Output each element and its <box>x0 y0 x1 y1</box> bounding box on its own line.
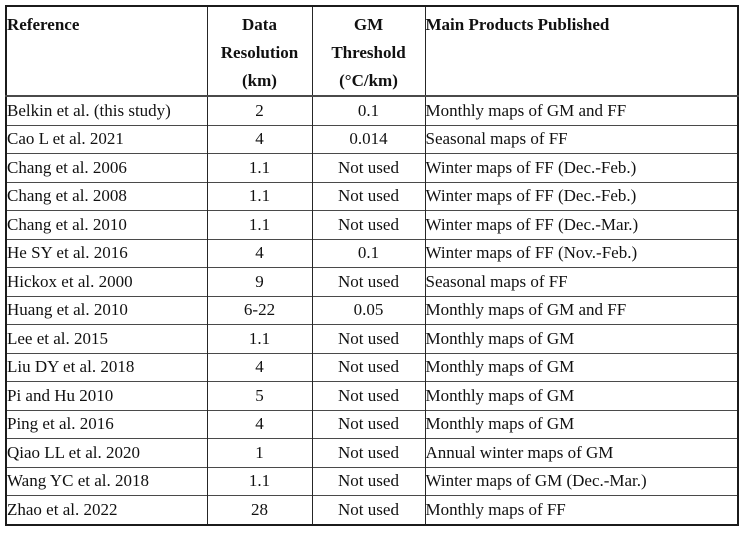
cell-main-products: Monthly maps of GM <box>424 409 739 439</box>
cell-gm-threshold: Not used <box>311 466 426 496</box>
cell-gm-threshold: Not used <box>311 267 426 296</box>
table-row: He SY et al. 2016 4 0.1 Winter maps of F… <box>5 238 739 268</box>
table-row: Wang YC et al. 2018 1.1 Not used Winter … <box>5 466 739 496</box>
header-data-resolution-line1: Data <box>242 15 277 34</box>
header-main-products-label: Main Products Published <box>425 15 610 34</box>
cell-gm-threshold: Not used <box>311 210 426 239</box>
cell-reference: Chang et al. 2010 <box>5 210 208 239</box>
cell-gm-threshold: Not used <box>311 409 426 439</box>
cell-data-resolution: 1.1 <box>206 210 313 239</box>
cell-main-products: Seasonal maps of FF <box>424 124 739 154</box>
cell-gm-threshold: 0.05 <box>311 295 426 325</box>
cell-reference: Belkin et al. (this study) <box>5 96 208 125</box>
cell-gm-threshold: Not used <box>311 324 426 353</box>
cell-reference: Liu DY et al. 2018 <box>5 352 208 382</box>
cell-data-resolution: 5 <box>206 381 313 410</box>
header-gm-threshold-line2: Threshold <box>331 43 406 62</box>
table-row: Zhao et al. 2022 28 Not used Monthly map… <box>5 495 739 525</box>
cell-data-resolution: 1 <box>206 438 313 467</box>
cell-gm-threshold: Not used <box>311 153 426 182</box>
cell-data-resolution: 4 <box>206 124 313 154</box>
cell-reference: Huang et al. 2010 <box>5 295 208 325</box>
cell-gm-threshold: Not used <box>311 438 426 467</box>
cell-data-resolution: 1.1 <box>206 181 313 211</box>
table-row: Chang et al. 2010 1.1 Not used Winter ma… <box>5 210 739 239</box>
cell-reference: Pi and Hu 2010 <box>5 381 208 410</box>
cell-main-products: Winter maps of FF (Dec.-Feb.) <box>424 181 739 211</box>
cell-reference: Chang et al. 2008 <box>5 181 208 211</box>
cell-reference: Ping et al. 2016 <box>5 409 208 439</box>
table-body: Belkin et al. (this study) 2 0.1 Monthly… <box>5 96 739 525</box>
header-row: Reference Data Resolution (km) GM Thresh… <box>5 6 739 97</box>
cell-reference: Zhao et al. 2022 <box>5 495 208 525</box>
cell-main-products: Monthly maps of FF <box>424 495 739 525</box>
table-row: Pi and Hu 2010 5 Not used Monthly maps o… <box>5 381 739 410</box>
cell-gm-threshold: 0.1 <box>311 96 426 125</box>
cell-main-products: Winter maps of FF (Dec.-Feb.) <box>424 153 739 182</box>
cell-data-resolution: 4 <box>206 352 313 382</box>
header-gm-threshold-line3: (°C/km) <box>339 71 398 90</box>
cell-data-resolution: 1.1 <box>206 466 313 496</box>
table-row: Liu DY et al. 2018 4 Not used Monthly ma… <box>5 352 739 382</box>
table-row: Ping et al. 2016 4 Not used Monthly maps… <box>5 409 739 439</box>
cell-data-resolution: 2 <box>206 96 313 125</box>
cell-gm-threshold: Not used <box>311 352 426 382</box>
cell-reference: Chang et al. 2006 <box>5 153 208 182</box>
cell-gm-threshold: 0.1 <box>311 238 426 268</box>
cell-gm-threshold: Not used <box>311 181 426 211</box>
table-row: Chang et al. 2008 1.1 Not used Winter ma… <box>5 181 739 211</box>
cell-data-resolution: 28 <box>206 495 313 525</box>
cell-data-resolution: 1.1 <box>206 153 313 182</box>
header-reference-label: Reference <box>7 15 80 34</box>
cell-gm-threshold: 0.014 <box>311 124 426 154</box>
cell-gm-threshold: Not used <box>311 381 426 410</box>
header-gm-threshold-line1: GM <box>353 15 384 34</box>
header-reference: Reference <box>5 6 208 97</box>
cell-main-products: Winter maps of FF (Dec.-Mar.) <box>424 210 739 239</box>
cell-main-products: Seasonal maps of FF <box>424 267 739 296</box>
header-data-resolution-line3: (km) <box>242 71 277 90</box>
table-row: Hickox et al. 2000 9 Not used Seasonal m… <box>5 267 739 296</box>
cell-reference: Cao L et al. 2021 <box>5 124 208 154</box>
cell-data-resolution: 4 <box>206 409 313 439</box>
cell-reference: Qiao LL et al. 2020 <box>5 438 208 467</box>
table-row: Qiao LL et al. 2020 1 Not used Annual wi… <box>5 438 739 467</box>
header-main-products: Main Products Published <box>424 6 739 97</box>
cell-data-resolution: 6-22 <box>206 295 313 325</box>
cell-data-resolution: 1.1 <box>206 324 313 353</box>
cell-main-products: Monthly maps of GM <box>424 381 739 410</box>
cell-reference: Wang YC et al. 2018 <box>5 466 208 496</box>
cell-main-products: Winter maps of GM (Dec.-Mar.) <box>424 466 739 496</box>
header-gm-threshold: GM Threshold (°C/km) <box>311 6 426 97</box>
cell-main-products: Annual winter maps of GM <box>424 438 739 467</box>
cell-gm-threshold: Not used <box>311 495 426 525</box>
cell-data-resolution: 9 <box>206 267 313 296</box>
cell-reference: He SY et al. 2016 <box>5 238 208 268</box>
table-row: Belkin et al. (this study) 2 0.1 Monthly… <box>5 96 739 125</box>
cell-reference: Lee et al. 2015 <box>5 324 208 353</box>
cell-main-products: Monthly maps of GM and FF <box>424 96 739 125</box>
table-row: Huang et al. 2010 6-22 0.05 Monthly maps… <box>5 295 739 325</box>
cell-data-resolution: 4 <box>206 238 313 268</box>
cell-reference: Hickox et al. 2000 <box>5 267 208 296</box>
table-row: Cao L et al. 2021 4 0.014 Seasonal maps … <box>5 124 739 154</box>
header-data-resolution-line2: Resolution <box>220 43 299 62</box>
table-row: Chang et al. 2006 1.1 Not used Winter ma… <box>5 153 739 182</box>
cell-main-products: Monthly maps of GM and FF <box>424 295 739 325</box>
table-row: Lee et al. 2015 1.1 Not used Monthly map… <box>5 324 739 353</box>
cell-main-products: Monthly maps of GM <box>424 352 739 382</box>
header-data-resolution: Data Resolution (km) <box>206 6 313 97</box>
table-header: Reference Data Resolution (km) GM Thresh… <box>5 6 739 97</box>
cell-main-products: Monthly maps of GM <box>424 324 739 353</box>
publications-table: Reference Data Resolution (km) GM Thresh… <box>5 5 739 526</box>
cell-main-products: Winter maps of FF (Nov.-Feb.) <box>424 238 739 268</box>
